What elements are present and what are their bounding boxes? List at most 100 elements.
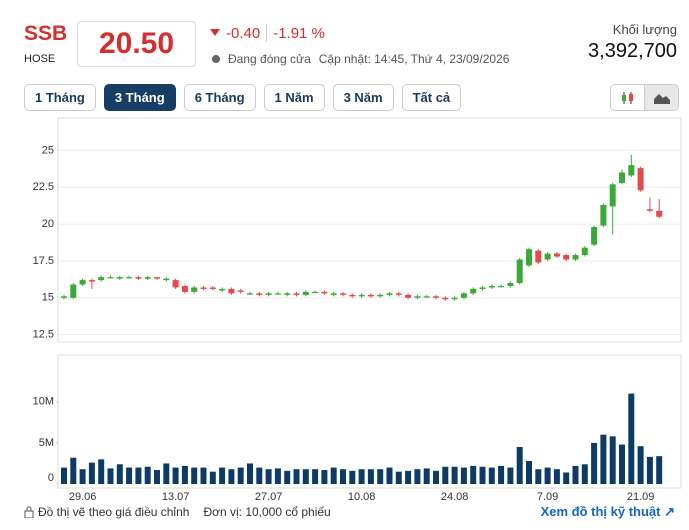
volume-bar (163, 463, 170, 484)
candle-body (535, 250, 542, 263)
candle-body (451, 297, 458, 300)
range-button[interactable]: 1 Tháng (24, 84, 96, 111)
volume-bar (563, 472, 570, 484)
candle-body (107, 277, 114, 279)
volume-bar (386, 467, 393, 484)
candle-body (442, 297, 449, 300)
volume-bar (414, 469, 421, 484)
separator (266, 24, 268, 42)
price-panel (57, 117, 682, 343)
range-button[interactable]: Tất cả (401, 84, 462, 111)
volume-bar (321, 470, 328, 484)
x-tick-label: 27.07 (255, 491, 283, 503)
note-text: Đồ thị vẽ theo giá điều chỉnh (38, 505, 190, 519)
candle-body (488, 286, 495, 288)
range-button[interactable]: 1 Năm (263, 84, 325, 111)
candle-body (79, 280, 86, 285)
volume-bar (433, 470, 439, 484)
candle-body (135, 277, 142, 279)
status: Đang đóng cửa (228, 52, 311, 66)
candle-body (312, 291, 319, 294)
candle-icon[interactable] (611, 85, 644, 110)
volume-bar (340, 469, 346, 484)
range-button[interactable]: 3 Năm (332, 84, 394, 111)
unit: Đơn vị: 10,000 cổ phiếu (203, 505, 331, 519)
x-tick-label: 21.09 (627, 491, 655, 503)
volume-bar (479, 466, 486, 484)
candle-body (265, 293, 272, 295)
volume-bar (330, 467, 337, 484)
volume-bar (228, 469, 235, 484)
candle-body (405, 294, 412, 298)
candle-body (172, 280, 179, 288)
range-button[interactable]: 6 Tháng (183, 84, 256, 111)
y-tick-label: 12.5 (33, 329, 54, 341)
change-pct: -1.91 % (273, 24, 325, 42)
candle-body (219, 288, 226, 291)
link-text[interactable]: Xem đồ thị kỹ thuật (540, 504, 661, 519)
volume-bar (126, 467, 133, 484)
volume-panel (57, 354, 682, 489)
candle-body (460, 293, 467, 298)
volume-bar (172, 467, 179, 484)
volume-bar (237, 467, 244, 484)
status-row: Đang đóng cửa Cập nhật: 14:45, Thứ 4, 23… (212, 52, 509, 66)
candle-body (628, 165, 635, 176)
candle-body (302, 291, 309, 295)
note: Đồ thị vẽ theo giá điều chỉnh (24, 505, 189, 519)
volume-bar (423, 468, 430, 484)
candle-body (116, 277, 123, 279)
candle-body (507, 283, 514, 286)
volume-bar (312, 469, 319, 484)
y-tick-label: 17.5 (33, 255, 54, 267)
volume-bar (274, 468, 281, 484)
volume-bar (526, 460, 532, 484)
symbol: SSB (24, 22, 68, 45)
volume-bar (553, 469, 560, 484)
volume-bar (572, 465, 579, 484)
candle-body (321, 291, 328, 294)
candle-body (340, 293, 346, 295)
candle-body (88, 280, 95, 282)
volume-bar (405, 470, 412, 484)
volume-bar (209, 471, 216, 484)
candle-body (284, 293, 291, 295)
volume-bar (219, 467, 226, 484)
candle-body (70, 284, 77, 298)
area-icon[interactable] (644, 85, 678, 110)
volume-bar (358, 469, 365, 484)
candle-body (423, 296, 430, 298)
volume-bar (302, 469, 309, 484)
updated: Cập nhật: 14:45, Thứ 4, 23/09/2026 (318, 52, 510, 66)
candle-body (377, 294, 384, 297)
candle-body (637, 168, 644, 191)
volume-bar (609, 436, 616, 484)
y-tick-label: 5M (39, 437, 54, 449)
volume-bar (628, 393, 635, 484)
candle-body (609, 184, 616, 207)
volume-bar (619, 444, 625, 484)
x-tick-label: 7.09 (537, 491, 558, 503)
candle-body (619, 172, 625, 183)
volume-bar (470, 465, 477, 484)
volume-bar (70, 457, 77, 484)
volume-bar (591, 442, 598, 484)
candle-body (572, 255, 579, 260)
volume-bar (88, 462, 95, 484)
candle-body (126, 277, 133, 279)
candle-body (395, 293, 402, 295)
range-button[interactable]: 3 Tháng (103, 84, 176, 111)
candle-body (516, 259, 523, 284)
candle-body (553, 253, 560, 257)
candle-body (228, 288, 235, 294)
candle-body (61, 296, 67, 298)
status-dot (212, 55, 220, 63)
footer: Đồ thị vẽ theo giá điều chỉnh Đơn vị: 10… (24, 505, 331, 519)
technical-link[interactable]: Xem đồ thị kỹ thuật ↗ (540, 504, 675, 519)
candle-body (433, 296, 439, 298)
volume-bar (200, 467, 207, 484)
candle-body (386, 293, 393, 295)
candle-body (200, 287, 207, 289)
candle-body (600, 204, 607, 226)
